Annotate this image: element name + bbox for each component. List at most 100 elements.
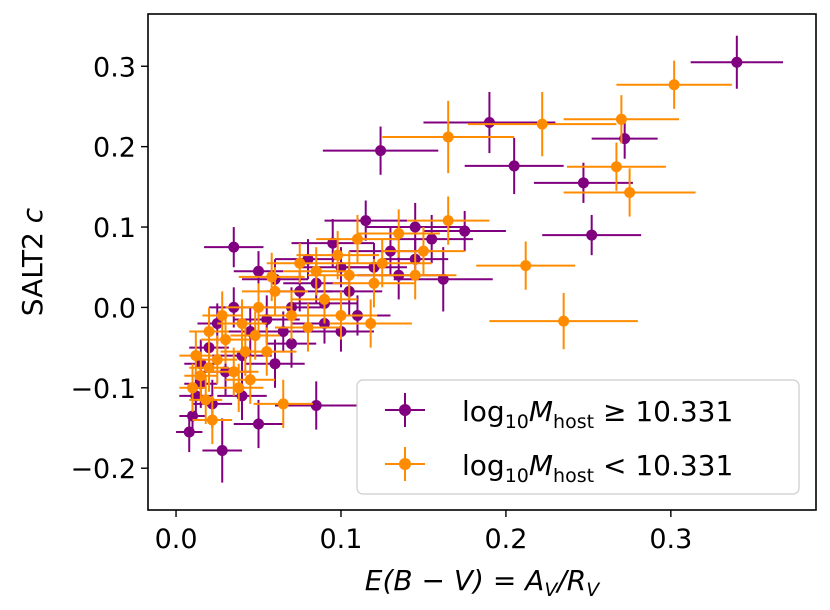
data-point [322,126,439,175]
point-marker [610,161,622,173]
data-point [423,210,506,252]
point-marker [327,237,339,249]
point-marker [615,113,627,125]
point-marker [200,394,212,406]
x-axis-label: E(B − V) = AV/RV [365,564,601,601]
point-marker [668,79,680,91]
point-marker [261,313,273,325]
point-marker [437,273,449,285]
data-point [566,142,666,191]
y-tick-label: 0.2 [93,133,136,164]
plot-frame [147,13,817,511]
point-marker [190,350,202,362]
point-marker [195,370,207,382]
data-point [423,91,556,154]
point-marker [335,309,347,321]
point-marker [206,414,218,426]
point-marker [203,326,215,338]
data-point [253,379,313,429]
data-point [275,381,358,430]
legend-marker-high-mass [385,393,425,427]
data-point [192,395,233,445]
point-marker [253,301,265,313]
point-marker [277,398,289,410]
point-marker [216,309,228,321]
point-marker [310,265,322,277]
point-marker [183,426,195,438]
point-marker [332,249,344,261]
data-point [304,291,378,340]
data-point [204,227,264,268]
data-point [406,196,490,245]
point-marker [310,399,322,411]
point-marker [368,277,380,289]
point-marker [211,354,223,366]
point-marker [216,445,228,457]
data-point [220,327,271,376]
data-point [176,411,203,453]
data-point [329,299,412,348]
point-marker [233,382,245,394]
data-point [542,214,642,256]
point-marker [586,229,598,241]
data-point [184,351,218,400]
legend-label-low-mass: log10Mhost < 10.331 [462,449,733,487]
point-marker [508,160,520,172]
data-point [690,35,784,89]
data-point [616,60,732,109]
point-marker [239,346,251,358]
data-point [332,259,416,308]
data-point [467,91,617,157]
point-marker [417,245,429,257]
data-point [275,239,341,280]
data-point [238,252,305,301]
point-marker [459,225,471,237]
point-marker [318,293,330,305]
point-marker [302,322,314,334]
point-marker [253,418,265,430]
point-marker [343,269,355,281]
point-marker [285,338,297,350]
legend-marker-low-mass [385,447,425,481]
data-point [390,214,473,264]
point-marker [520,260,532,272]
y-tick-label: −0.2 [70,454,136,485]
data-point [202,291,243,340]
data-point [225,355,276,404]
data-point [382,227,465,276]
point-marker [294,257,306,269]
point-marker [624,186,636,198]
data-point [393,247,493,312]
point-marker [409,221,421,233]
data-point [307,251,391,300]
point-marker [187,382,199,394]
data-series [176,35,784,483]
x-tick-label: 0.2 [484,524,527,555]
x-tick-label: 0.1 [320,524,363,555]
point-marker [365,317,377,329]
point-marker [351,233,363,245]
point-marker [442,131,454,143]
point-marker [731,56,743,68]
legend-label-high-mass: log10Mhost ≥ 10.331 [462,395,733,433]
data-point [563,95,680,144]
point-marker [228,366,240,378]
point-marker [426,233,438,245]
y-axis-ticks: −0.2 −0.1 0.0 0.1 0.2 0.3 [70,52,148,485]
y-tick-label: 0.3 [93,52,136,83]
point-marker [558,315,570,327]
data-point [189,343,229,392]
point-marker [277,326,289,338]
point-marker [302,253,314,265]
y-tick-label: 0.0 [93,293,136,324]
data-point [275,303,341,352]
point-marker [269,358,281,370]
point-marker [236,317,248,329]
data-point [179,331,213,380]
data-point [476,241,576,290]
point-marker [483,117,495,129]
y-axis-label: SALT2 c [16,207,49,316]
point-marker [536,118,548,130]
point-marker [393,227,405,239]
legend-box [356,379,800,495]
